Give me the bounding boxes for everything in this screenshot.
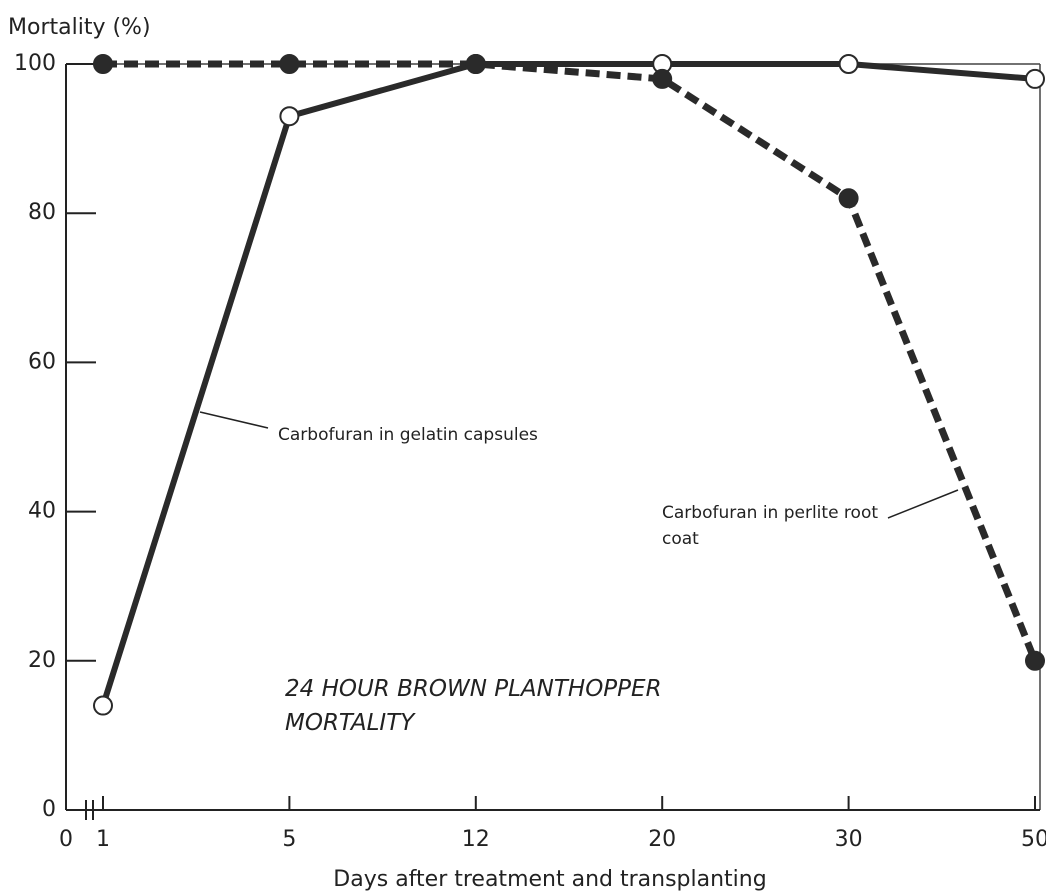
x-tick-label: 20 — [648, 827, 676, 852]
x-tick-label: 12 — [462, 827, 490, 852]
x-tick-label: 5 — [282, 827, 296, 852]
annotation: Carbofuran in gelatin capsules — [278, 425, 538, 445]
data-point — [1025, 68, 1045, 89]
data-point — [93, 695, 113, 716]
data-point — [1025, 650, 1045, 671]
x-tick-label: 30 — [835, 827, 863, 852]
x-tick-label: 0 — [59, 827, 73, 852]
data-point — [652, 68, 673, 89]
x-tick-label: 50 — [1021, 827, 1046, 852]
annotation: Carbofuran in perlite root coat — [662, 503, 879, 549]
series-line — [103, 60, 1039, 663]
chart-title: 24 HOUR BROWN PLANTHOPPER MORTALITY — [285, 676, 662, 736]
x-tick-label: 1 — [96, 827, 110, 852]
data-point — [279, 54, 300, 74]
x-axis-label: Days after treatment and transplanting — [333, 867, 766, 892]
y-tick-label: 0 — [42, 797, 56, 822]
data-point — [465, 54, 486, 74]
data-point — [93, 54, 113, 74]
y-tick-label: 20 — [28, 648, 56, 673]
series-line — [100, 61, 1036, 707]
pointer — [199, 411, 269, 429]
y-tick-label: 60 — [28, 349, 56, 374]
y-tick-label: 40 — [28, 499, 56, 524]
data-point — [838, 188, 859, 209]
data-point — [279, 106, 300, 127]
data-point — [838, 54, 859, 74]
pointer — [887, 489, 959, 519]
y-tick-label: 100 — [14, 51, 56, 76]
y-axis-label: Mortality (%) — [8, 15, 151, 40]
y-tick-label: 80 — [28, 200, 56, 225]
